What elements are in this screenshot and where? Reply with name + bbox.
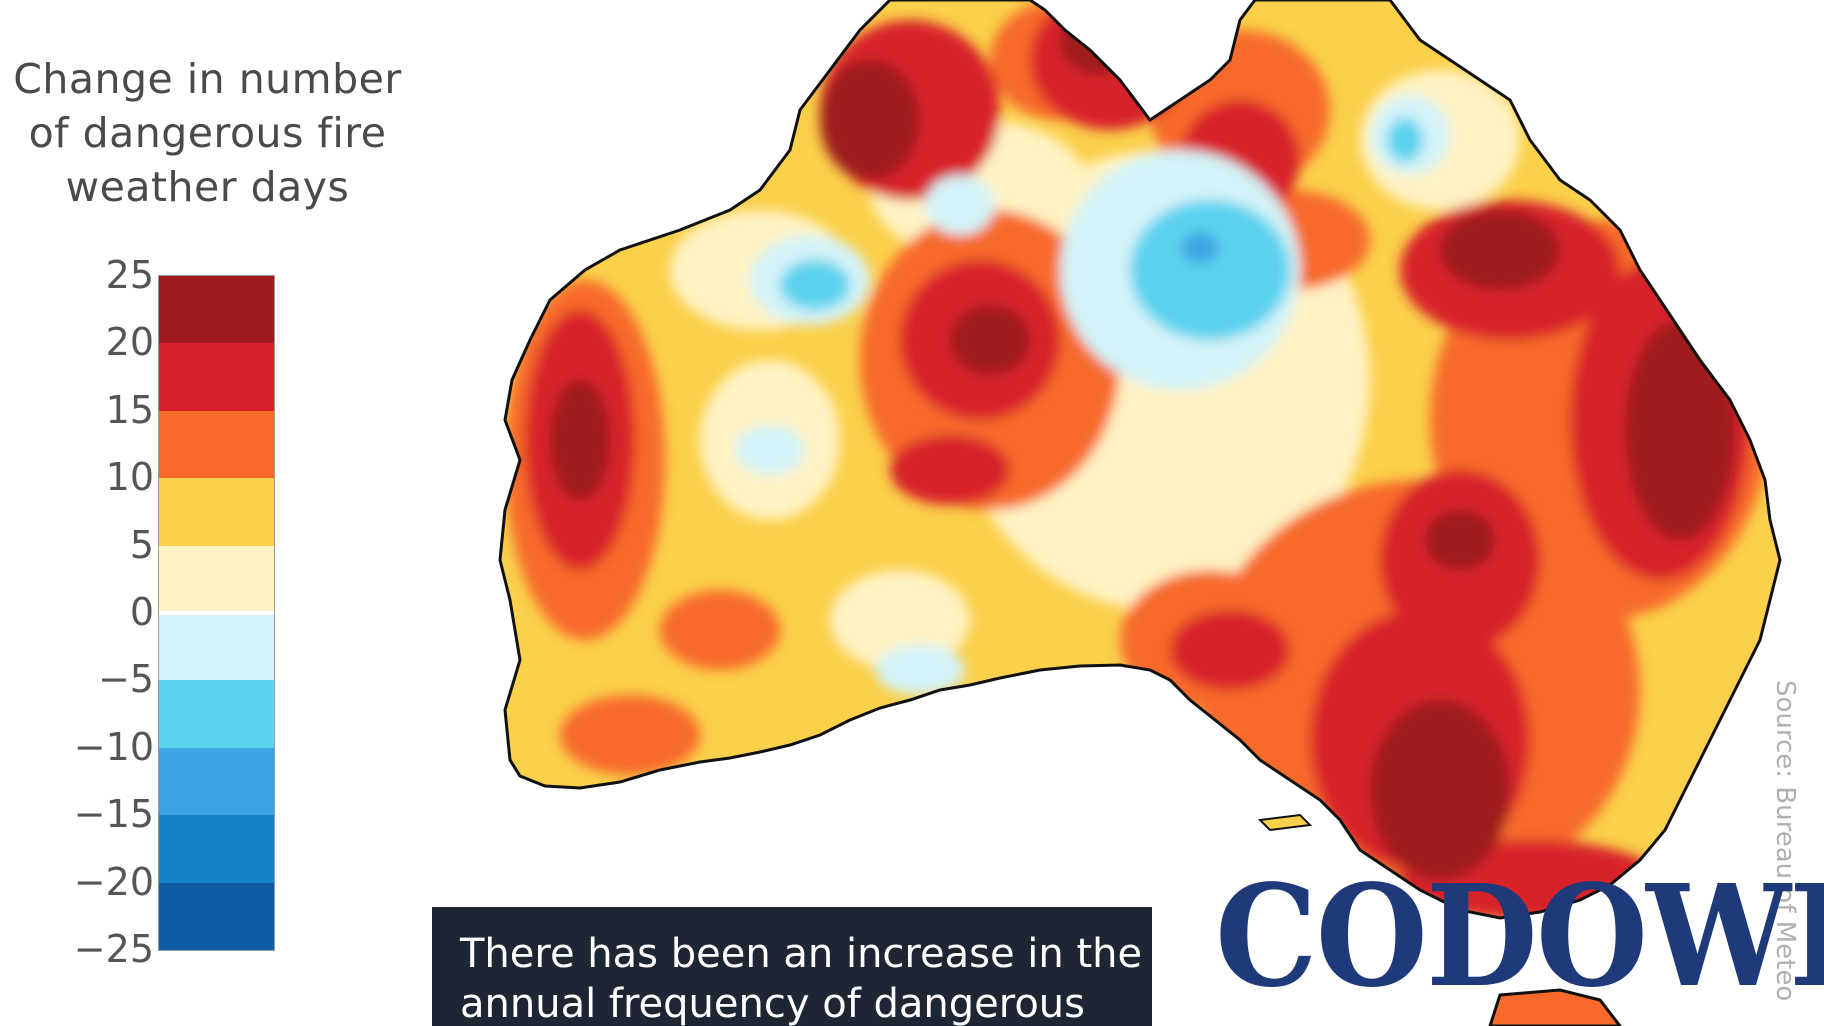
color-scale-tick-label: 0 — [129, 590, 154, 634]
color-scale-tick-label: 5 — [129, 522, 154, 567]
caption-line: There has been an increase in the — [460, 931, 1143, 977]
color-scale-tick-label: −10 — [73, 724, 154, 769]
legend-title-line: of dangerous fire — [28, 109, 387, 157]
legend-title-line: Change in number — [13, 55, 402, 103]
color-scale-tick-label: −15 — [73, 792, 154, 837]
caption-line: annual frequency of dangerous — [460, 981, 1085, 1026]
color-scale-swatch — [159, 343, 274, 411]
legend-title: Change in number of dangerous fire weath… — [0, 52, 415, 214]
color-scale-swatch — [159, 747, 274, 816]
color-scale-swatch — [159, 882, 274, 950]
color-scale-tick-label: 15 — [105, 387, 154, 432]
color-scale-zero-line — [159, 611, 274, 615]
caption-box: There has been an increase in the annual… — [432, 907, 1152, 1026]
color-scale-tick-label: 10 — [105, 455, 154, 500]
color-scale-tick-label: −20 — [73, 859, 154, 904]
color-scale-swatch — [159, 545, 274, 613]
color-scale-tick-label: −5 — [97, 657, 154, 702]
codowl-logo: CODOWL — [1215, 855, 1824, 1019]
color-scale-tick-label: 25 — [105, 253, 154, 297]
color-scale-swatch — [159, 815, 274, 883]
color-scale-bar — [158, 275, 275, 951]
color-scale-swatch — [159, 410, 274, 479]
legend-title-line: weather days — [65, 163, 350, 211]
color-scale-tick-label: −25 — [73, 927, 154, 971]
color-scale-swatch — [159, 276, 274, 344]
color-scale-tick-label: 20 — [105, 320, 154, 365]
color-scale-swatch — [159, 613, 274, 681]
color-scale-swatch — [159, 680, 274, 748]
color-scale-swatch — [159, 478, 274, 546]
